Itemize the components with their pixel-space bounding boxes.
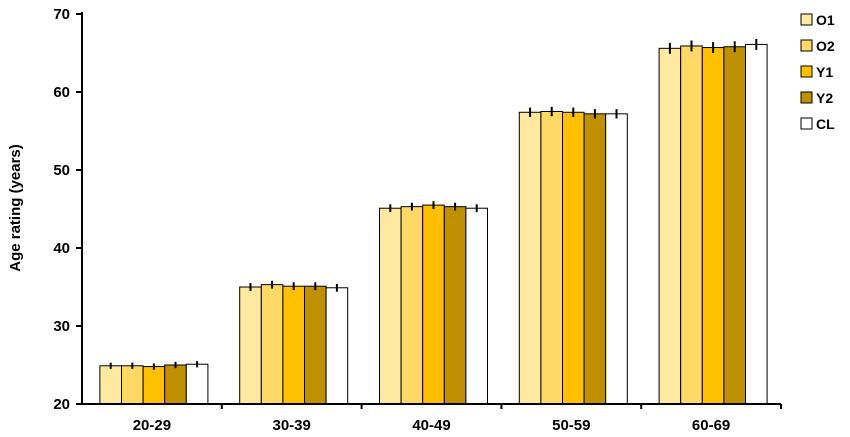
x-tick-label: 40-49 [412, 417, 450, 434]
bar-y2-50-59 [583, 113, 607, 405]
y-tick-label: 40 [53, 240, 70, 257]
bar-o2-60-69 [680, 45, 703, 405]
bar-y2-30-39 [304, 285, 327, 405]
bar-o2-30-39 [260, 284, 284, 405]
y-tick-label: 20 [53, 396, 70, 413]
x-tick-label: 60-69 [692, 417, 730, 434]
legend-label-o1: O1 [816, 12, 835, 28]
legend: O1 O2 Y1 Y2 CL [800, 12, 835, 132]
bar-o1-50-59 [518, 111, 542, 405]
bar-cl-20-29 [185, 363, 209, 405]
bar-y2-20-29 [164, 364, 187, 405]
bar-cl-50-59 [605, 113, 628, 405]
bar-cl-40-49 [465, 207, 488, 405]
bar-y2-60-69 [723, 46, 747, 405]
bar-y1-60-69 [701, 47, 725, 405]
legend-swatch-o1 [800, 13, 813, 26]
legend-swatch-cl [800, 117, 813, 130]
legend-label-y1: Y1 [816, 64, 833, 80]
legend-label-o2: O2 [816, 38, 835, 54]
y-tick-label: 60 [53, 84, 70, 101]
bar-y2-40-49 [443, 206, 467, 405]
x-tick-label: 50-59 [552, 417, 590, 434]
y-axis-title: Age rating (years) [7, 144, 24, 272]
legend-label-y2: Y2 [816, 90, 833, 106]
error-bars-group [109, 38, 758, 370]
bar-o1-30-39 [239, 286, 262, 405]
legend-swatch-y2 [800, 91, 813, 104]
bar-o2-40-49 [400, 206, 424, 405]
bar-o2-20-29 [121, 365, 144, 405]
bar-o2-50-59 [540, 111, 564, 405]
y-tick-label: 50 [53, 162, 70, 179]
axes-group: 20-29 30-39 40-49 50-59 60-69 20 30 40 50 60 70 [53, 6, 782, 434]
bar-cl-30-39 [325, 287, 349, 405]
bar-o1-40-49 [379, 207, 402, 405]
y-tick-label: 30 [53, 318, 70, 335]
bar-y1-50-59 [562, 111, 585, 405]
x-tick-label: 30-39 [273, 417, 311, 434]
legend-label-cl: CL [816, 116, 835, 132]
y-tick-label: 70 [53, 6, 70, 23]
bar-cl-60-69 [745, 43, 768, 405]
legend-swatch-o2 [800, 39, 813, 52]
bar-o1-60-69 [658, 47, 682, 405]
x-tick-label: 20-29 [133, 417, 171, 434]
bar-y1-20-29 [142, 366, 166, 405]
bar-y1-40-49 [422, 204, 445, 405]
legend-swatch-y1 [800, 65, 813, 78]
bar-o1-20-29 [99, 365, 123, 405]
bar-y1-30-39 [282, 285, 305, 405]
bars-group [99, 43, 768, 405]
